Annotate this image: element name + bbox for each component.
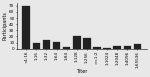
Bar: [113, 46, 121, 49]
Bar: [83, 38, 91, 49]
X-axis label: Titer: Titer: [76, 69, 88, 74]
Bar: [103, 48, 111, 49]
Bar: [124, 46, 131, 49]
Bar: [63, 47, 70, 49]
Bar: [73, 36, 81, 49]
Bar: [22, 6, 30, 49]
Bar: [43, 40, 50, 49]
Bar: [134, 44, 141, 49]
Bar: [93, 47, 101, 49]
Bar: [53, 42, 60, 49]
Y-axis label: Participants: Participants: [3, 11, 8, 40]
Bar: [33, 43, 40, 49]
